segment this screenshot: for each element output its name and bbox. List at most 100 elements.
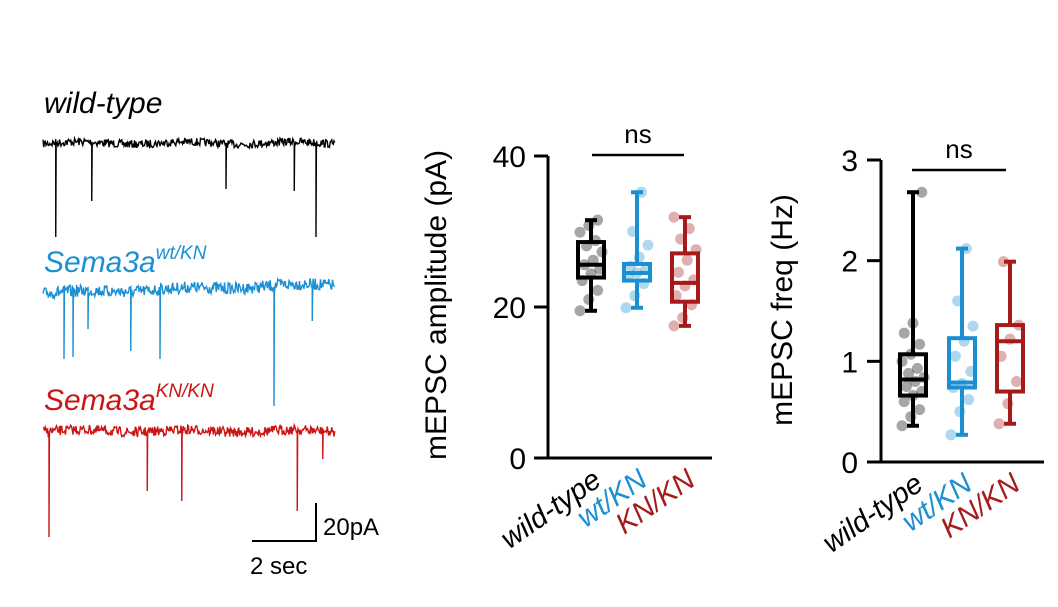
data-point [585,268,597,280]
data-point [1011,375,1023,387]
data-point [668,320,680,332]
data-point [670,290,682,302]
data-point [967,320,979,332]
data-point [1004,333,1016,345]
data-point [688,274,700,286]
data-point [638,278,650,290]
data-point [898,396,910,408]
data-point [686,299,698,311]
y-tick-label: 2 [841,246,858,279]
data-point [672,266,684,278]
data-point [945,429,957,441]
data-point [574,305,586,317]
box-iqr [670,251,700,304]
data-point [907,317,919,329]
box-0 [896,186,930,432]
data-point [1002,398,1014,410]
trace-wild-type [42,135,336,238]
data-point [589,235,601,247]
data-point [949,350,961,362]
data-point [995,350,1007,362]
y-tick-label: 0 [841,447,858,480]
data-point [909,375,921,387]
scale-bar-horizontal-label: 2 sec [250,553,307,580]
data-point [905,348,917,360]
data-point [587,254,599,266]
trace-label-wt-kn: Sema3awt/KN [44,243,207,279]
data-point [911,362,923,374]
box-0 [574,214,608,317]
data-point [679,280,691,292]
data-point [578,259,590,271]
trace-kn-kn [42,422,336,538]
data-point [965,365,977,377]
data-point [958,335,970,347]
data-point [627,226,639,237]
scale-bar-lines [252,503,317,542]
data-point [635,186,647,198]
data-point [624,260,636,272]
data-point [898,327,910,339]
data-point [896,420,908,432]
scale-bar: 20pA 2 sec [250,503,379,580]
box-1 [620,186,654,314]
y-tick-label: 0 [509,443,526,476]
amplitude-ns-label: ns [624,119,651,149]
data-point [581,240,593,252]
trace-label-kn-kn: Sema3aKN/KN [44,381,214,417]
box-iqr [947,336,977,390]
data-point [914,338,926,350]
data-point [993,418,1005,430]
data-point [916,386,928,398]
data-point [690,244,702,256]
data-point [620,302,632,314]
data-point [574,226,586,238]
example-traces-panel: wild-type Sema3awt/KN Sema3aKN/KN 20pA 2… [42,87,379,580]
data-point [583,219,595,231]
data-point [947,382,959,394]
data-point [918,371,930,383]
y-tick-label: 40 [493,141,526,174]
data-point [954,406,966,418]
box-iqr [995,323,1025,394]
box-2 [668,211,702,332]
y-tick-label: 3 [841,145,858,178]
amplitude-y-label: mEPSC amplitude (pA) [420,150,453,460]
data-point [960,243,972,255]
data-point [594,263,606,275]
data-point [629,290,641,302]
data-point [592,284,604,296]
data-point [622,271,634,283]
y-tick-label: 1 [841,346,858,379]
data-point [916,186,928,198]
data-point [896,355,908,367]
frequency-y-label: mEPSC freq (Hz) [766,194,799,426]
data-point [1013,319,1025,331]
data-point [963,394,975,406]
data-point [640,263,652,275]
data-point [907,390,919,402]
data-point [583,293,595,305]
data-point [675,233,687,245]
data-point [914,404,926,416]
data-point [596,246,608,258]
data-point [677,312,689,324]
trace-wt-kn [42,277,336,407]
data-point [903,367,915,379]
y-tick-label: 20 [493,292,526,325]
data-point [592,214,604,226]
data-point [633,251,645,263]
box-iqr [576,240,606,280]
data-point [681,254,693,266]
box-iqr [898,352,928,398]
data-point [668,211,680,223]
data-point [997,256,1009,268]
data-point [900,381,912,392]
data-point [631,267,643,279]
data-point [683,222,695,234]
trace-label-wild-type: wild-type [44,87,162,120]
box-1 [945,243,979,441]
